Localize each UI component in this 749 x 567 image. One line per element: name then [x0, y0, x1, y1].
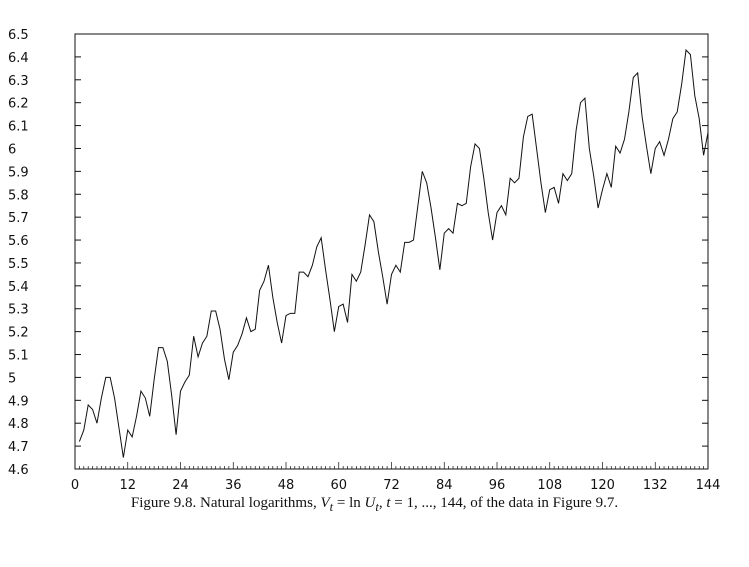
x-tick-label: 72	[383, 478, 400, 490]
y-tick-label: 5.6	[8, 234, 29, 249]
caption-prefix: Figure 9.8. Natural logarithms,	[130, 495, 321, 511]
caption-mid1: = ln	[333, 495, 365, 511]
caption-var-t: t	[386, 495, 391, 511]
caption-var-v-sub: t	[329, 500, 334, 514]
x-axis: 0 12 24 36 48 60 72 84 96 108 120 132 144	[71, 462, 721, 490]
x-tick-label: 12	[119, 478, 136, 490]
figure-caption: Figure 9.8. Natural logarithms, Vt = ln …	[0, 495, 749, 515]
y-tick-label: 4.7	[8, 440, 29, 455]
caption-var-u-sub: t	[375, 500, 379, 514]
x-tick-label: 144	[696, 478, 721, 490]
y-tick-label: 6.3	[8, 74, 29, 89]
x-tick-label: 96	[489, 478, 506, 490]
x-tick-label: 0	[71, 478, 79, 490]
y-tick-label: 5.8	[8, 188, 29, 203]
line-chart: 4.6 4.7 4.8 4.9 5 5.1 5.2 5.3 5.4 5.5 5.6 5.7 5.8 5.9…	[8, 28, 721, 490]
y-tick-label: 5.9	[8, 165, 29, 180]
y-tick-label: 5.2	[8, 326, 29, 341]
y-axis: 4.6 4.7 4.8 4.9 5 5.1 5.2 5.3 5.4 5.5 5.6 5.7 5.8 5.9…	[8, 28, 708, 478]
x-tick-label: 48	[278, 478, 295, 490]
y-tick-label: 5.3	[8, 303, 29, 318]
y-tick-label: 5.4	[8, 280, 29, 295]
x-tick-label: 120	[590, 478, 615, 490]
caption-mid2: ,	[378, 495, 387, 511]
x-tick-label: 60	[330, 478, 347, 490]
series-line	[78, 48, 709, 458]
x-tick-label: 132	[643, 478, 668, 490]
caption-var-v: V	[320, 495, 330, 511]
y-tick-label: 5	[8, 371, 16, 386]
y-tick-label: 5.7	[8, 211, 29, 226]
y-tick-label: 4.6	[8, 463, 29, 478]
x-tick-label: 36	[225, 478, 242, 490]
x-tick-label: 84	[436, 478, 453, 490]
y-tick-label: 5.1	[8, 349, 29, 364]
y-tick-label: 6.4	[8, 51, 29, 66]
x-tick-label: 108	[537, 478, 562, 490]
y-tick-label: 6.5	[8, 28, 29, 43]
x-tick-label: 24	[172, 478, 189, 490]
caption-var-u: U	[364, 495, 376, 511]
y-tick-label: 6	[8, 142, 16, 157]
y-tick-label: 4.9	[8, 394, 29, 409]
y-tick-label: 5.5	[8, 257, 29, 272]
caption-suffix: = 1, ..., 144, of the data in Figure 9.7…	[390, 495, 619, 511]
y-tick-label: 6.1	[8, 120, 29, 135]
y-tick-label: 6.2	[8, 97, 29, 112]
plot-frame	[74, 33, 709, 470]
y-tick-label: 4.8	[8, 417, 29, 432]
